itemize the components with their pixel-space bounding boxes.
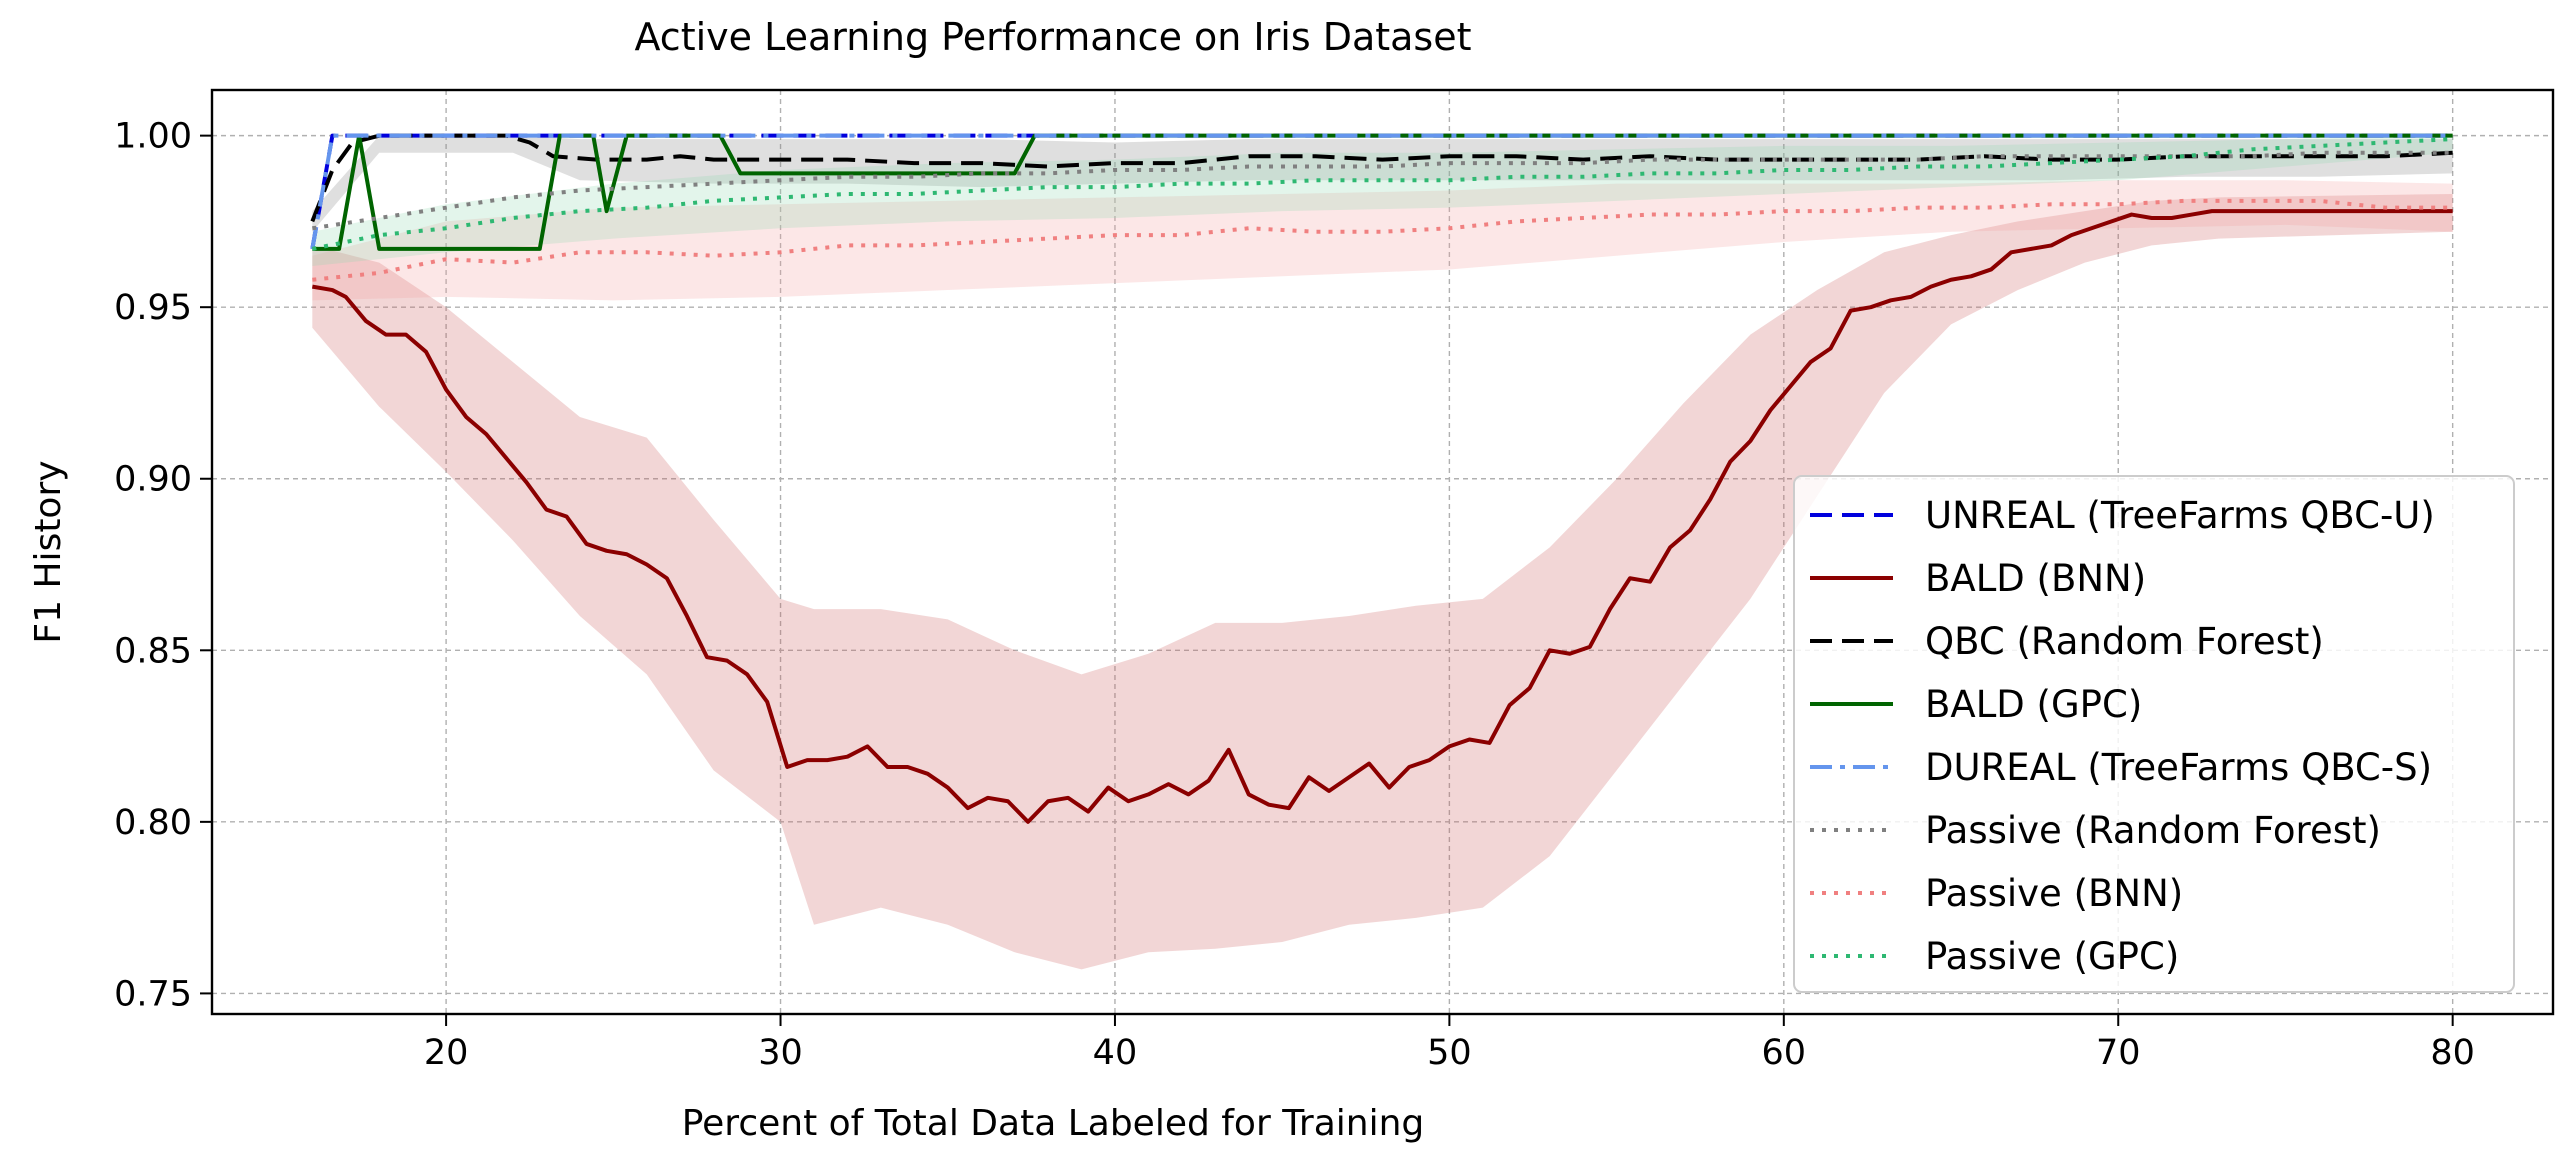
axis-ticks: 20 30 40 50 60 70 80 0.75 0.80 0.85 0.90 0.95 1.00 bbox=[114, 117, 2475, 1073]
legend-label: Passive (Random Forest) bbox=[1925, 809, 2381, 852]
band-passive-bnn bbox=[312, 180, 2453, 301]
band-bald-bnn bbox=[312, 193, 2453, 970]
legend-label: QBC (Random Forest) bbox=[1925, 620, 2324, 663]
x-tick-label: 20 bbox=[424, 1033, 469, 1073]
chart-title: Active Learning Performance on Iris Data… bbox=[634, 15, 1471, 59]
legend-box bbox=[1793, 475, 2515, 993]
legend-label: BALD (GPC) bbox=[1925, 683, 2142, 726]
y-tick-label: 0.80 bbox=[114, 803, 192, 843]
y-axis-label: F1 History bbox=[28, 460, 69, 643]
legend-label: UNREAL (TreeFarms QBC-U) bbox=[1925, 494, 2435, 537]
legend-label: Passive (GPC) bbox=[1925, 935, 2179, 978]
series-lines bbox=[310, 133, 2453, 824]
y-tick-label: 0.75 bbox=[114, 974, 192, 1014]
y-tick-label: 0.95 bbox=[114, 288, 192, 328]
legend: UNREAL (TreeFarms QBC-U) BALD (BNN) QBC (R… bbox=[1793, 475, 2515, 993]
x-tick-label: 40 bbox=[1093, 1033, 1138, 1073]
series-line-passive-bnn bbox=[312, 198, 2453, 282]
x-tick-label: 50 bbox=[1427, 1033, 1472, 1073]
series-line-unreal-treefarms-qbc-u bbox=[310, 133, 2453, 250]
legend-label: Passive (BNN) bbox=[1925, 872, 2183, 915]
series-line-bald-bnn bbox=[311, 209, 2453, 824]
y-tick-label: 0.90 bbox=[114, 460, 192, 500]
x-tick-label: 80 bbox=[2430, 1033, 2475, 1073]
y-tick-label: 0.85 bbox=[114, 631, 192, 671]
x-tick-label: 60 bbox=[1762, 1033, 1807, 1073]
legend-label: BALD (BNN) bbox=[1925, 557, 2146, 600]
legend-label: DUREAL (TreeFarms QBC-S) bbox=[1925, 746, 2432, 789]
series-line-qbc-random-forest bbox=[310, 133, 2453, 223]
y-tick-label: 1.00 bbox=[114, 117, 192, 157]
x-tick-label: 30 bbox=[758, 1033, 803, 1073]
x-tick-label: 70 bbox=[2096, 1033, 2141, 1073]
plot-frame bbox=[210, 88, 2555, 1016]
x-axis-label: Percent of Total Data Labeled for Traini… bbox=[682, 1103, 1425, 1144]
